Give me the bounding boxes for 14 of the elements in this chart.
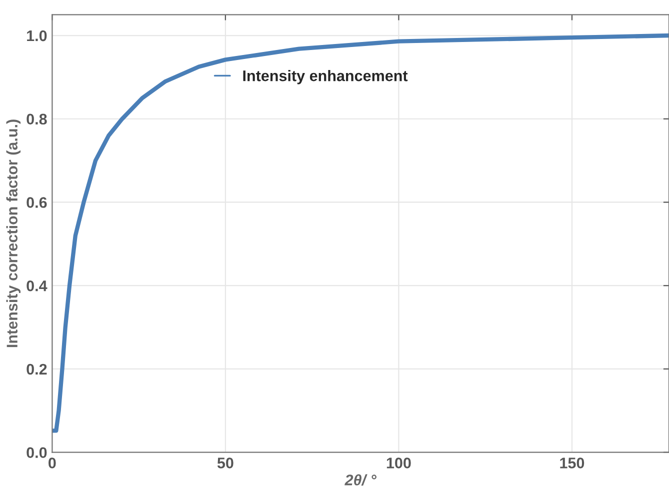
y-tick-label: 1.0 [27, 30, 47, 42]
x-tick-label: 150 [560, 458, 584, 468]
y-tick-label: 0.0 [26, 447, 47, 458]
legend-label: Intensity enhancement [243, 70, 408, 84]
x-tick-label: 0 [48, 458, 56, 468]
y-tick-label: 0.6 [26, 197, 47, 208]
x-axis-title: 2θ/ ° [344, 474, 376, 486]
y-tick-label: 0.2 [26, 364, 47, 375]
y-tick-label: 0.8 [26, 114, 47, 125]
x-tick-label: 50 [217, 458, 234, 468]
y-axis-title: Intensity correction factor (a.u.) [6, 120, 21, 348]
y-tick-label: 0.4 [26, 280, 48, 292]
line-series [52, 33, 669, 433]
x-tick-label: 100 [386, 458, 411, 468]
